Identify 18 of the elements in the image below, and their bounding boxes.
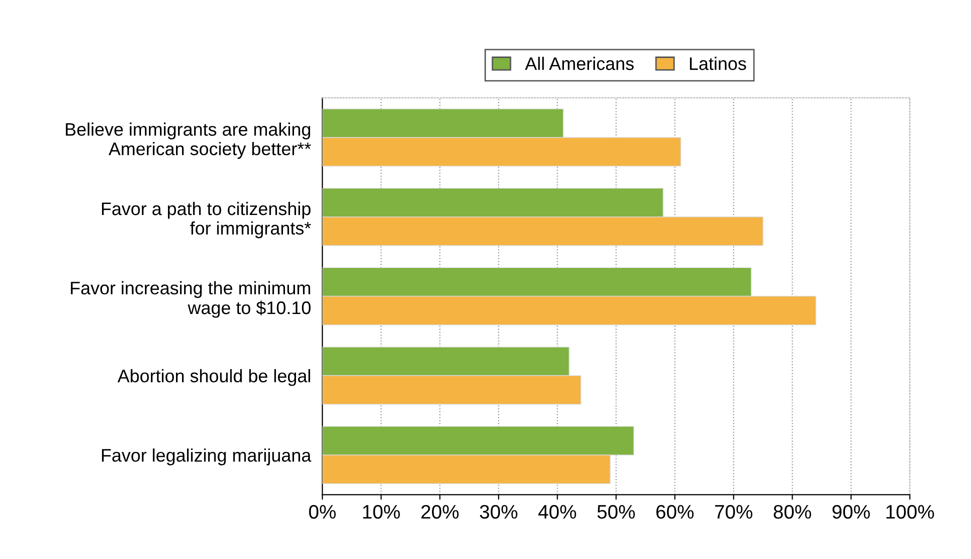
y-tick-label: Favor increasing the minimum wage to $10.10: [70, 281, 311, 318]
y-tick-label: Abortion should be legal: [118, 369, 310, 386]
x-tick-label: 20%: [421, 504, 459, 519]
x-tick-label: 30%: [480, 504, 518, 519]
y-tick-label: Favor legalizing marijuana: [102, 448, 312, 466]
legend-label: All Americans: [524, 56, 634, 70]
y-tick-label: Believe immigrants are making American society better**: [66, 122, 311, 159]
x-tick-label: 80%: [774, 504, 812, 519]
legend-label: Latinos: [690, 56, 746, 70]
y-tick-label: Favor a path to citizenship for immigrants*: [102, 202, 311, 238]
x-tick-label: 90%: [832, 504, 870, 519]
x-tick-label: 60%: [656, 504, 694, 519]
x-tick-label: 0%: [309, 504, 336, 519]
x-tick-label: 100%: [886, 504, 934, 519]
x-tick-label: 40%: [538, 504, 576, 519]
x-tick-label: 70%: [715, 504, 752, 519]
x-tick-label: 10%: [363, 504, 400, 519]
x-tick-label: 50%: [597, 504, 635, 519]
